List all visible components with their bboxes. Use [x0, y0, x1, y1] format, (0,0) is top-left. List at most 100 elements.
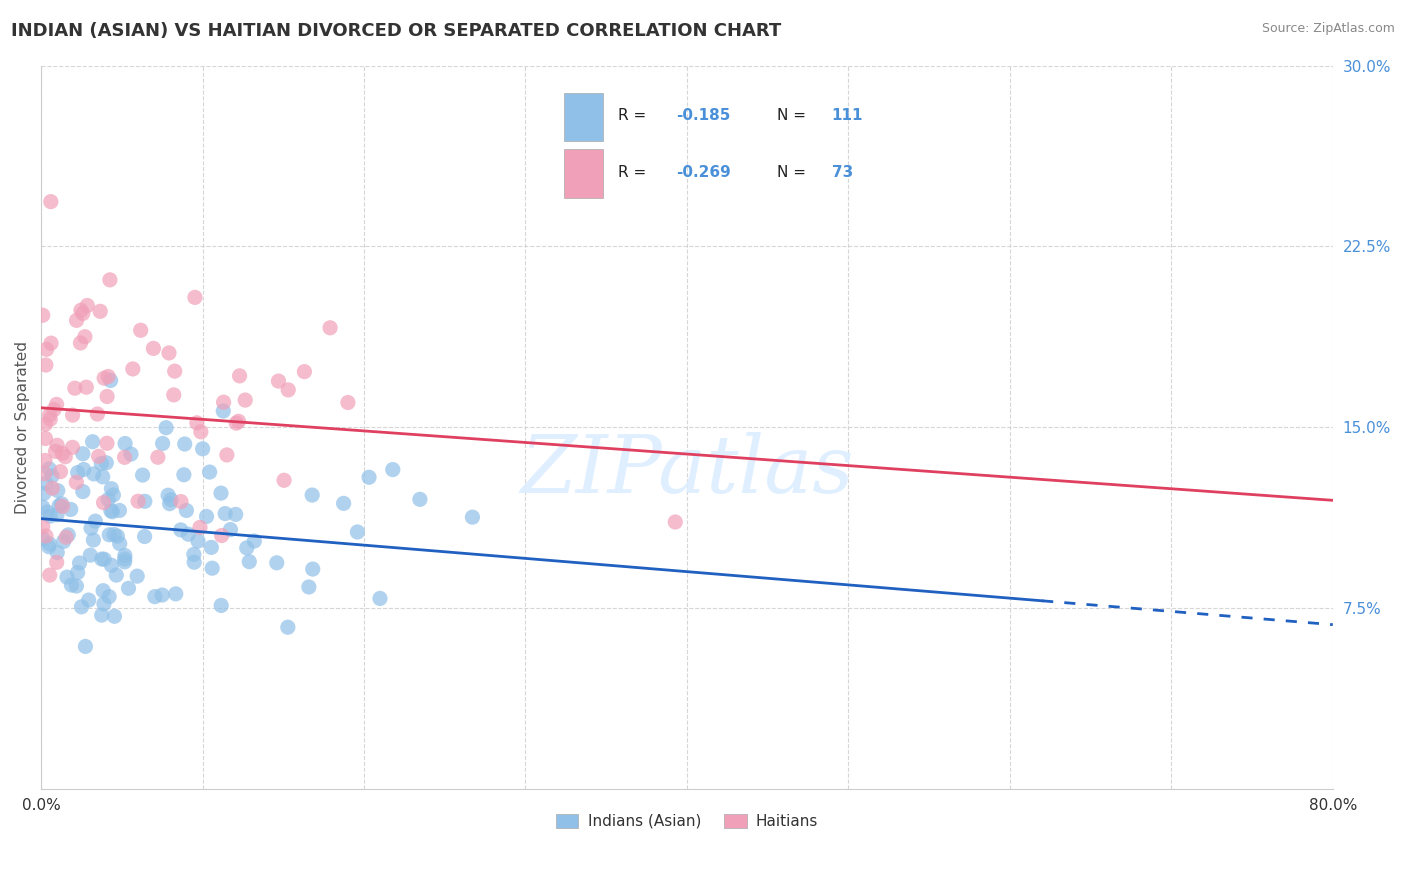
Point	[191, 442, 214, 456]
Point	[120, 447, 142, 461]
Point	[69, 556, 91, 570]
Point	[292, 365, 315, 379]
Point	[93, 371, 115, 385]
Point	[267, 374, 290, 388]
Point	[65, 313, 87, 327]
Point	[134, 494, 156, 508]
Point	[34, 417, 56, 432]
Point	[212, 404, 235, 418]
Point	[35, 476, 58, 491]
Point	[55, 530, 77, 544]
Point	[35, 358, 58, 372]
Point	[34, 453, 56, 467]
Point	[31, 308, 53, 322]
Point	[93, 495, 115, 509]
Point	[176, 503, 198, 517]
Point	[461, 510, 484, 524]
Point	[46, 438, 69, 452]
Point	[82, 533, 104, 547]
Point	[73, 462, 96, 476]
Point	[225, 508, 247, 522]
Point	[72, 447, 94, 461]
Point	[170, 523, 193, 537]
Point	[301, 488, 323, 502]
Point	[80, 521, 103, 535]
Point	[98, 528, 121, 542]
Point	[59, 502, 82, 516]
Point	[209, 599, 232, 613]
Point	[53, 450, 76, 464]
Point	[173, 467, 195, 482]
Point	[96, 456, 118, 470]
Point	[142, 342, 165, 356]
Point	[51, 497, 73, 511]
Point	[209, 486, 232, 500]
Point	[38, 568, 60, 582]
Point	[103, 488, 125, 502]
Point	[82, 434, 104, 449]
Point	[39, 412, 62, 426]
Point	[98, 590, 121, 604]
Point	[38, 462, 60, 476]
Point	[183, 555, 205, 569]
Point	[38, 408, 60, 422]
Point	[177, 527, 200, 541]
Point	[134, 529, 156, 543]
Point	[273, 473, 295, 487]
Point	[146, 450, 169, 465]
Point	[86, 407, 108, 421]
Point	[56, 570, 79, 584]
Y-axis label: Divorced or Separated: Divorced or Separated	[15, 341, 30, 514]
Point	[73, 329, 96, 343]
Point	[41, 469, 63, 483]
Point	[238, 555, 260, 569]
Point	[51, 446, 73, 460]
Point	[105, 529, 128, 543]
Point	[233, 392, 256, 407]
Point	[186, 416, 208, 430]
Point	[129, 323, 152, 337]
Point	[198, 465, 221, 479]
Point	[48, 499, 70, 513]
Point	[187, 534, 209, 549]
Point	[77, 593, 100, 607]
Point	[114, 555, 136, 569]
Point	[157, 346, 180, 360]
Point	[44, 444, 66, 458]
Point	[75, 640, 97, 654]
Point	[52, 534, 75, 549]
Point	[143, 590, 166, 604]
Point	[100, 482, 122, 496]
Point	[336, 395, 359, 409]
Point	[346, 524, 368, 539]
Point	[155, 420, 177, 434]
Point	[368, 591, 391, 606]
Point	[91, 583, 114, 598]
Point	[277, 383, 299, 397]
Point	[100, 374, 122, 388]
Point	[131, 468, 153, 483]
Point	[90, 457, 112, 471]
Point	[90, 608, 112, 623]
Point	[108, 503, 131, 517]
Text: INDIAN (ASIAN) VS HAITIAN DIVORCED OR SEPARATED CORRELATION CHART: INDIAN (ASIAN) VS HAITIAN DIVORCED OR SE…	[11, 22, 782, 40]
Point	[114, 450, 136, 465]
Point	[84, 514, 107, 528]
Text: ZIPatlas: ZIPatlas	[520, 432, 853, 509]
Point	[184, 290, 207, 304]
Point	[211, 528, 233, 542]
Point	[65, 579, 87, 593]
Point	[52, 500, 75, 514]
Point	[195, 509, 218, 524]
Point	[298, 580, 321, 594]
Point	[32, 486, 55, 500]
Point	[103, 609, 125, 624]
Point	[228, 368, 250, 383]
Point	[76, 299, 98, 313]
Point	[96, 389, 118, 403]
Point	[100, 504, 122, 518]
Point	[98, 273, 121, 287]
Point	[31, 519, 53, 533]
Point	[39, 194, 62, 209]
Point	[72, 484, 94, 499]
